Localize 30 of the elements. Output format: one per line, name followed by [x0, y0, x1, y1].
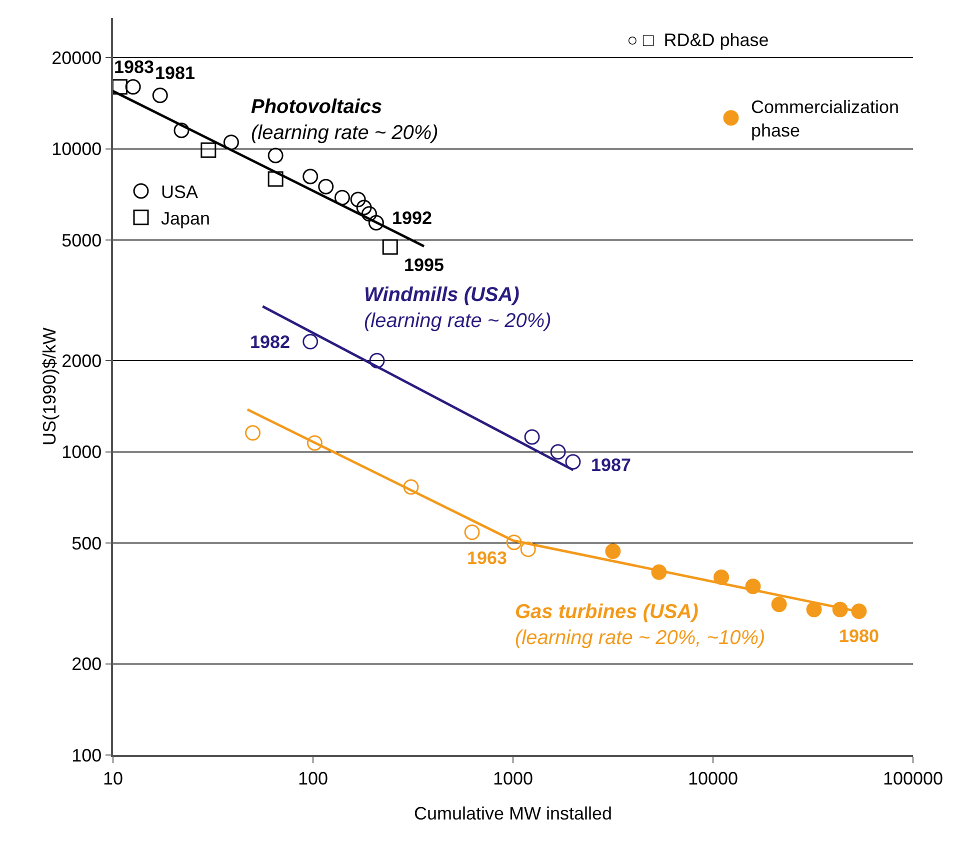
- x-tick-label: 1000: [492, 768, 534, 788]
- x-tick-label: 10000: [688, 768, 738, 788]
- y-tick-label: 2000: [62, 350, 102, 371]
- y-tick-label: 100: [72, 745, 102, 766]
- y-tick-label: 200: [72, 654, 102, 674]
- x-axis-title: Cumulative MW installed: [414, 804, 612, 824]
- annotation: 1992: [392, 208, 432, 228]
- y-axis-title: US(1990)$/kW: [40, 327, 60, 446]
- legend-label: Commercialization phase: [751, 97, 900, 141]
- series-label: Windmills (USA) (learning rate ~ 20%): [364, 284, 552, 332]
- annotation: ○ □ RD&D phase: [627, 30, 769, 50]
- y-tick-label: 5000: [62, 230, 102, 250]
- series-label: Photovoltaics (learning rate ~ 20%): [251, 96, 438, 144]
- series-label: Gas turbines (USA) (learning rate ~ 20%, ~10%): [515, 601, 766, 649]
- annotation: 1987: [591, 455, 632, 475]
- annotation: 1982: [250, 332, 290, 352]
- y-tick-label: 10000: [52, 139, 102, 160]
- y-tick-label: 20000: [52, 48, 102, 68]
- x-tick-label: 10: [102, 768, 124, 788]
- legend-label: Japan: [161, 208, 210, 228]
- annotation: 1981: [155, 63, 196, 83]
- annotation: 1983: [114, 57, 154, 77]
- annotation: 1995: [404, 255, 444, 275]
- y-tick-label: 500: [72, 533, 102, 554]
- x-tick-label: 100000: [882, 768, 944, 788]
- y-tick-label: 1000: [62, 442, 102, 462]
- annotation: 1980: [839, 626, 880, 646]
- legend-label: USA: [161, 182, 198, 202]
- annotation: 1963: [467, 548, 508, 568]
- x-tick-label: 100: [298, 768, 328, 788]
